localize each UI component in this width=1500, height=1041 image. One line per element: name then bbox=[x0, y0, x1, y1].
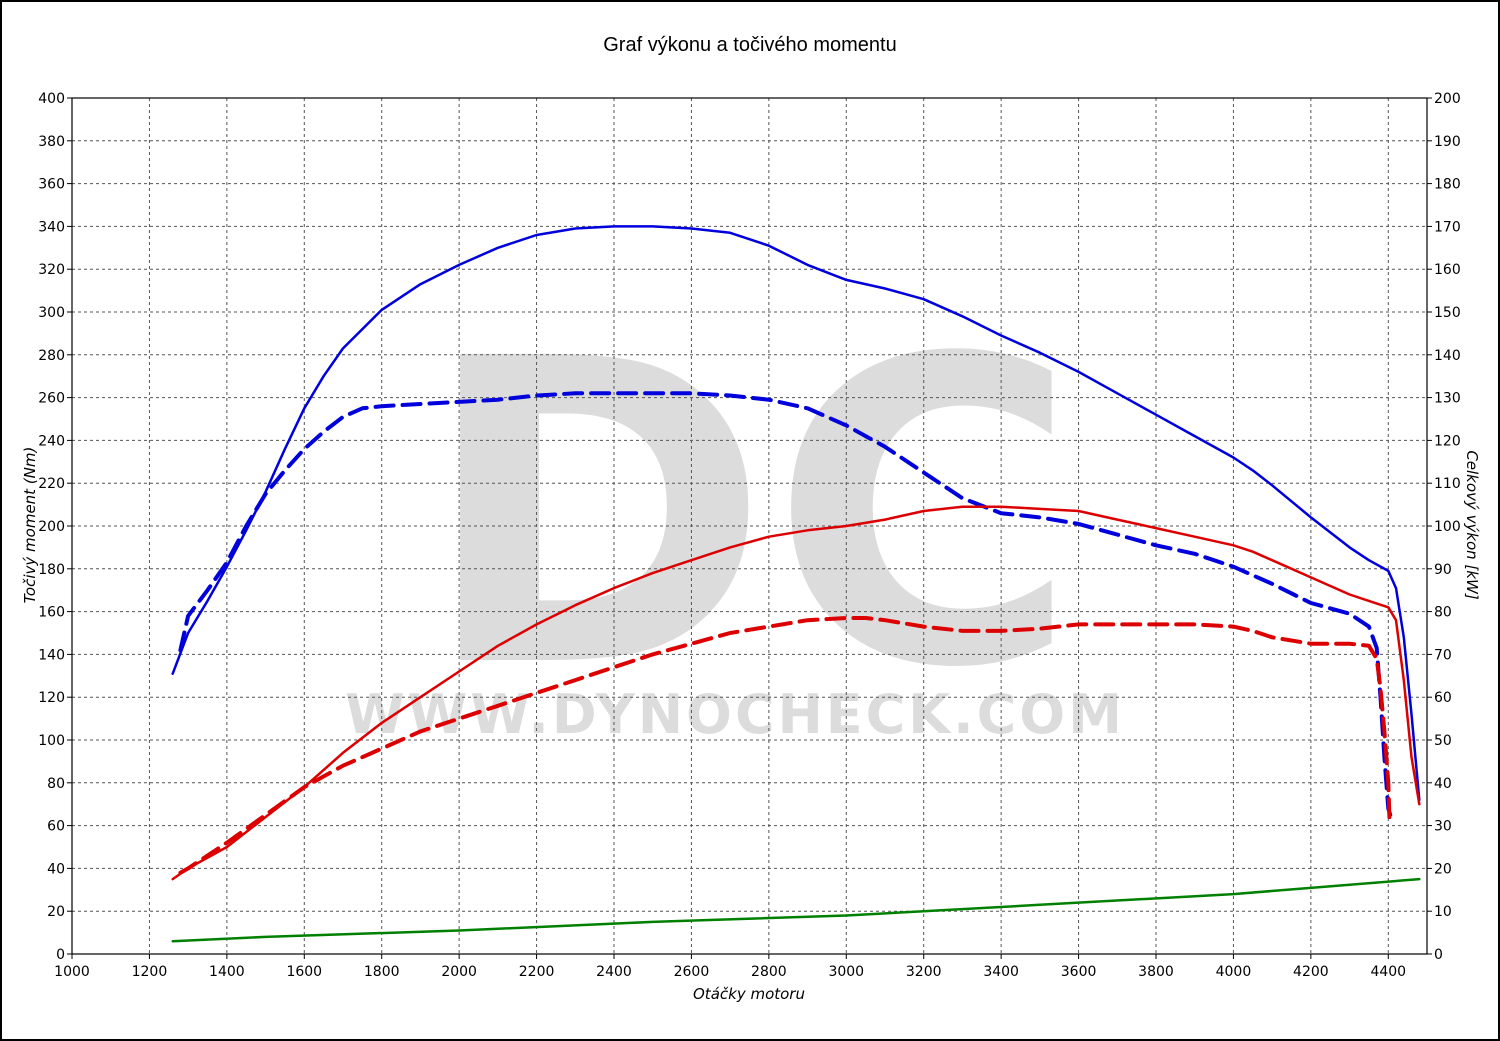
y-right-tick-label: 190 bbox=[1434, 134, 1461, 150]
y-left-tick-label: 220 bbox=[38, 476, 65, 492]
y-left-tick-label: 160 bbox=[38, 605, 65, 621]
y-right-tick-label: 80 bbox=[1434, 605, 1452, 621]
x-tick-label: 1800 bbox=[364, 964, 400, 980]
y-left-tick-label: 380 bbox=[38, 134, 65, 150]
y-right-tick-label: 200 bbox=[1434, 91, 1461, 107]
series-line-1 bbox=[171, 225, 1421, 802]
y-left-tick-label: 100 bbox=[38, 733, 65, 749]
x-tick-label: 1200 bbox=[132, 964, 168, 980]
y-right-tick-label: 60 bbox=[1434, 690, 1452, 706]
series-line-2 bbox=[178, 391, 1393, 817]
x-axis-label: Otáčky motoru bbox=[693, 985, 805, 1003]
y-left-tick-label: 180 bbox=[38, 562, 65, 578]
y-right-tick-label: 130 bbox=[1434, 391, 1461, 407]
y-left-tick-label: 80 bbox=[47, 776, 65, 792]
y-right-tick-label: 40 bbox=[1434, 776, 1452, 792]
y-right-tick-label: 10 bbox=[1434, 904, 1452, 920]
x-tick-label: 3000 bbox=[828, 964, 864, 980]
y-left-tick-label: 200 bbox=[38, 519, 65, 535]
y-right-tick-label: 30 bbox=[1434, 819, 1452, 835]
x-tick-label: 2400 bbox=[596, 964, 632, 980]
x-tick-label: 2600 bbox=[674, 964, 710, 980]
y-right-tick-label: 170 bbox=[1434, 219, 1461, 235]
x-tick-label: 4200 bbox=[1293, 964, 1329, 980]
x-tick-label: 4400 bbox=[1370, 964, 1406, 980]
y-left-tick-label: 320 bbox=[38, 262, 65, 278]
chart-title: Graf výkonu a točivého momentu bbox=[603, 34, 897, 56]
x-tick-label: 1400 bbox=[209, 964, 245, 980]
y-right-tick-label: 70 bbox=[1434, 647, 1452, 663]
y-left-tick-label: 400 bbox=[38, 91, 65, 107]
y-left-tick-label: 60 bbox=[47, 819, 65, 835]
y-left-tick-label: 280 bbox=[38, 348, 65, 364]
y-left-tick-label: 40 bbox=[47, 861, 65, 877]
x-tick-label: 3600 bbox=[1061, 964, 1097, 980]
y-left-tick-label: 120 bbox=[38, 690, 65, 706]
x-tick-label: 3800 bbox=[1138, 964, 1174, 980]
watermark-logo: DC bbox=[422, 271, 1079, 760]
series-line-4 bbox=[178, 616, 1393, 875]
y-right-tick-label: 90 bbox=[1434, 562, 1452, 578]
y-right-tick-label: 180 bbox=[1434, 177, 1461, 193]
grid bbox=[72, 98, 1427, 954]
watermark-url: WWW.DYNOCHECK.COM bbox=[345, 683, 1125, 746]
y-axis-left-label: Točivý moment (Nm) bbox=[21, 447, 39, 604]
y-left-tick-label: 340 bbox=[38, 219, 65, 235]
y-right-tick-label: 110 bbox=[1434, 476, 1461, 492]
x-tick-label: 1000 bbox=[54, 964, 90, 980]
x-tick-label: 3400 bbox=[983, 964, 1019, 980]
y-left-tick-label: 260 bbox=[38, 391, 65, 407]
y-right-tick-label: 0 bbox=[1434, 947, 1443, 963]
y-right-tick-label: 50 bbox=[1434, 733, 1452, 749]
y-left-tick-label: 140 bbox=[38, 647, 65, 663]
x-tick-label: 2000 bbox=[441, 964, 477, 980]
y-left-tick-label: 20 bbox=[47, 904, 65, 920]
series-line-3 bbox=[171, 505, 1421, 881]
y-left-tick-label: 300 bbox=[38, 305, 65, 321]
y-axis-right-label: Celkový výkon [kW] bbox=[1463, 450, 1481, 600]
x-tick-label: 2800 bbox=[751, 964, 787, 980]
y-right-tick-label: 20 bbox=[1434, 861, 1452, 877]
y-right-tick-label: 160 bbox=[1434, 262, 1461, 278]
x-tick-label: 1600 bbox=[286, 964, 322, 980]
axis-ticks: 1000 1200 1400 1600 1800 2000 2200 2400 2600 2800… bbox=[38, 91, 1460, 980]
y-left-tick-label: 240 bbox=[38, 433, 65, 449]
y-right-tick-label: 150 bbox=[1434, 305, 1461, 321]
y-right-tick-label: 140 bbox=[1434, 348, 1461, 364]
series-line-5 bbox=[171, 877, 1421, 943]
y-left-tick-label: 0 bbox=[56, 947, 65, 963]
y-right-tick-label: 100 bbox=[1434, 519, 1461, 535]
x-tick-label: 2200 bbox=[519, 964, 555, 980]
series-group bbox=[171, 225, 1421, 943]
x-tick-label: 3200 bbox=[906, 964, 942, 980]
y-left-tick-label: 360 bbox=[38, 177, 65, 193]
x-tick-label: 4000 bbox=[1216, 964, 1252, 980]
y-right-tick-label: 120 bbox=[1434, 433, 1461, 449]
